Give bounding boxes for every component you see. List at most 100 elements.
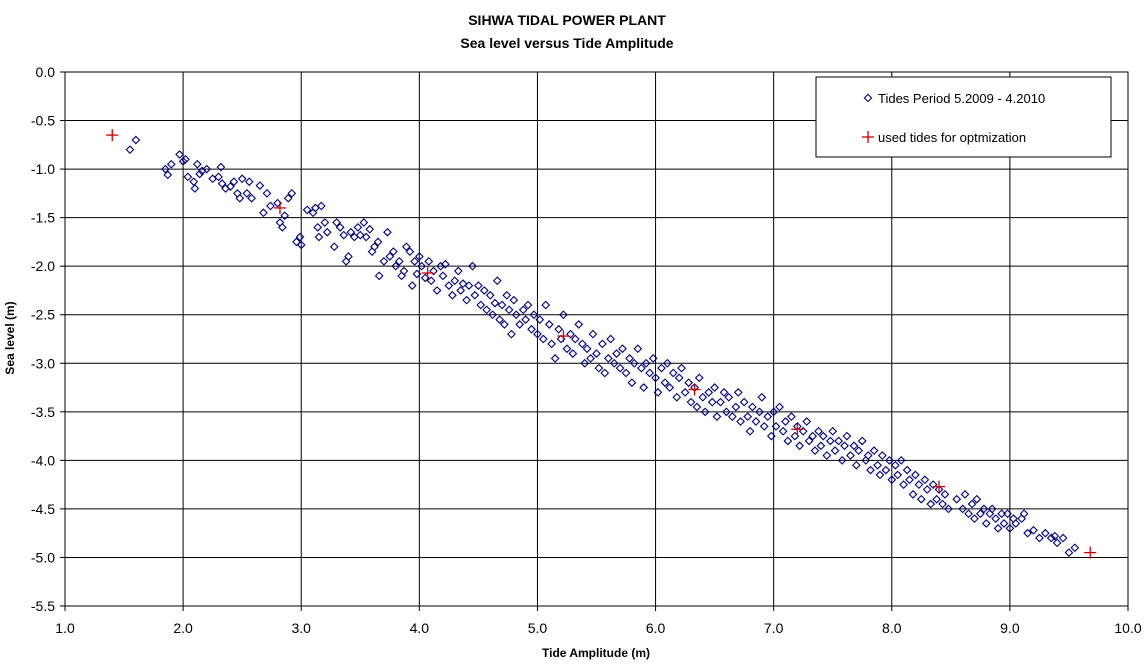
data-point-tides [710,383,719,392]
data-point-tides [621,368,631,378]
data-point-tides [559,310,568,320]
x-tick-label: 6.0 [646,620,666,636]
data-point-tides [178,156,188,166]
data-point-tides [857,436,867,446]
data-point-tides [781,417,790,426]
data-point-tides [828,426,838,436]
data-point-tides [453,266,463,276]
data-point-tides [410,256,419,266]
y-tick-label: -2.5 [31,307,55,323]
data-point-tides [719,388,729,397]
y-tick-label: -4.5 [31,501,55,517]
data-point-tides [724,392,734,402]
data-point-tides [594,363,604,373]
data-point-tides [851,460,861,470]
data-point-tides [863,451,873,460]
data-point-tides [344,252,353,261]
data-point-tides [335,222,345,232]
data-point-tides [615,363,625,373]
data-point-tides [648,354,658,363]
data-point-tides [896,455,906,465]
data-point-tides [902,465,912,475]
data-point-tides [229,177,239,187]
data-point-tides [981,519,991,528]
data-point-tides [426,276,436,286]
y-axis-label: Sea level (m) [3,301,17,374]
data-point-tides [225,182,235,191]
data-point-tides [633,344,643,354]
data-point-tides [448,290,457,300]
data-point-tides [440,259,450,269]
data-point-tides [960,489,970,499]
data-point-tides [424,256,434,266]
data-point-tides [302,205,312,215]
data-point-tides [535,315,545,324]
data-point-tides [672,392,682,402]
data-point-tides [798,426,808,436]
data-point-tides [462,295,471,305]
data-point-tides [468,261,477,271]
data-point-tides [346,227,356,237]
data-point-tides [606,334,616,344]
data-point-tides [684,378,694,388]
data-point-tides [825,436,835,446]
data-point-tides [808,431,818,441]
data-point-tides [131,135,141,145]
chart-subtitle: Sea level versus Tide Amplitude [460,35,673,51]
data-point-tides [562,344,572,354]
data-point-tides [751,417,761,426]
data-point-tides [795,441,805,451]
data-point-tides [586,354,595,363]
data-point-tides [612,349,621,358]
data-point-tides [997,509,1006,519]
plot-border [64,71,1129,607]
data-point-tides [488,310,497,320]
data-point-tides [938,499,947,509]
data-point-tides [438,271,448,281]
data-point-tides [1023,528,1032,538]
x-tick-label: 7.0 [764,620,784,636]
legend-plus-icon [862,131,874,143]
data-point-tides [627,378,637,388]
data-point-tides [1005,523,1015,533]
data-point-tides [818,431,828,441]
data-point-tides [504,305,514,315]
data-point-tides [873,460,882,470]
x-tick-label: 9.0 [1000,620,1020,636]
data-point-tides [316,201,326,211]
data-point-tides [987,504,997,514]
data-point-tides [370,242,379,252]
data-point-tides [456,286,466,295]
y-tick-label: -5.5 [31,598,55,614]
legend-marker-diamond [863,93,873,103]
data-point-tides [609,358,619,368]
data-point-tides [1019,509,1029,519]
data-point-tides [686,397,696,407]
data-point-tides [361,232,371,242]
legend-label-tides: Tides Period 5.2009 - 4.2010 [878,91,1045,106]
data-point-tides [175,150,184,159]
data-point-tides [322,227,332,237]
data-point-tides [639,383,649,392]
data-point-tides [704,388,714,397]
data-point-tides [320,218,330,227]
data-point-tides [574,320,584,329]
data-point-tides [479,286,489,295]
data-point-tides [296,240,306,250]
data-point-tides [570,334,580,344]
data-point-tides [401,242,411,252]
data-point-tides [766,431,776,441]
data-point-tides [748,402,757,412]
data-point-tides [192,159,202,169]
data-point-tides [313,222,323,232]
data-point-tides [580,358,590,368]
data-point-tides [1011,519,1021,528]
data-point-tides [893,470,903,480]
data-point-tides [492,276,502,286]
data-point-tides [940,489,950,499]
data-point-tides [674,373,684,383]
data-point-tides [195,169,205,179]
data-point-tides [660,378,670,388]
data-point-tides [490,298,500,308]
